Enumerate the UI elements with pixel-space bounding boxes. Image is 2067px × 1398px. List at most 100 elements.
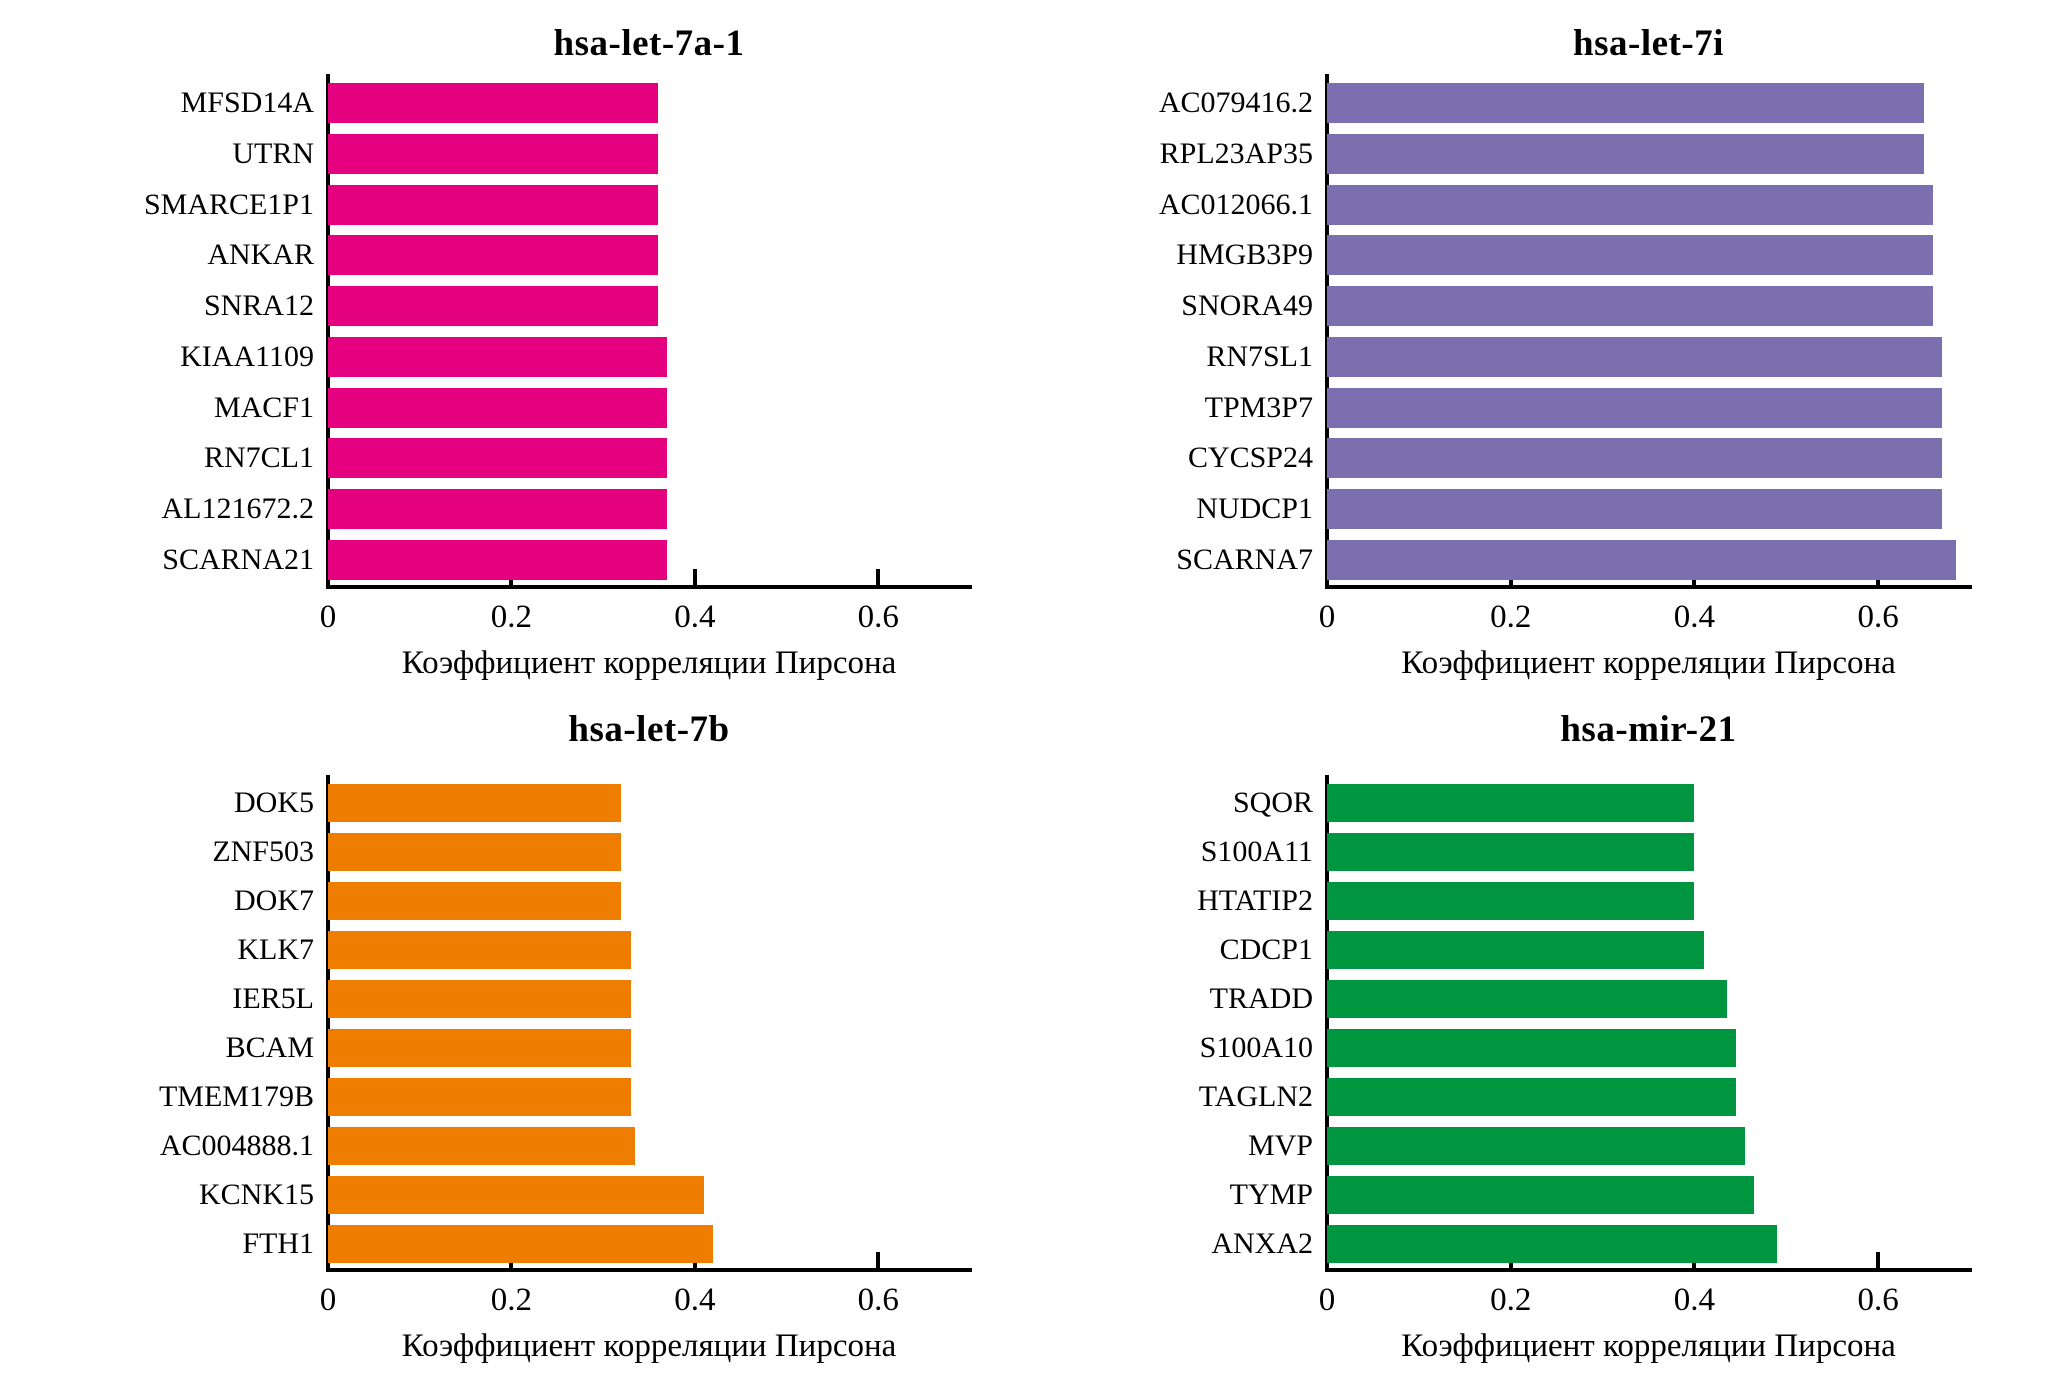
bar	[328, 489, 667, 529]
x-axis-label: Коэффициент корреляции Пирсона	[1401, 1328, 1896, 1364]
bar	[328, 1176, 704, 1214]
category-label: SCARNA7	[1176, 542, 1313, 576]
x-axis-line	[326, 1268, 972, 1272]
bar	[328, 833, 621, 871]
category-label: RPL23AP35	[1159, 137, 1313, 171]
category-label: BCAM	[225, 1030, 314, 1064]
category-label: SNRA12	[203, 289, 314, 323]
x-tick-label: 0.6	[857, 599, 899, 635]
x-axis-line	[1325, 585, 1972, 589]
bar	[1327, 980, 1727, 1018]
x-axis-label: Коэффициент корреляции Пирсона	[401, 1328, 897, 1364]
x-tick-label: 0	[1318, 599, 1336, 635]
category-label: KLK7	[237, 933, 314, 967]
category-label: S100A11	[1200, 835, 1313, 869]
category-label: AC079416.2	[1158, 86, 1313, 120]
x-tick-label: 0	[319, 1282, 337, 1318]
category-label: SQOR	[1232, 786, 1313, 820]
bar	[1327, 833, 1694, 871]
bar	[1327, 540, 1956, 580]
category-label: MFSD14A	[180, 86, 314, 120]
category-label: DOK7	[234, 884, 314, 918]
bar	[1327, 286, 1933, 326]
bar	[1327, 931, 1704, 969]
x-tick-label: 0.6	[1857, 1282, 1899, 1318]
bar	[1327, 83, 1924, 123]
x-tick-label: 0.4	[674, 1282, 716, 1318]
category-label: RN7SL1	[1206, 339, 1313, 373]
x-tick-label: 0.4	[674, 599, 716, 635]
x-tick-label: 0	[319, 599, 337, 635]
x-tick-mark	[876, 1252, 881, 1272]
y-axis-line	[1325, 74, 1329, 589]
category-label: KCNK15	[198, 1177, 314, 1211]
category-label: KIAA1109	[180, 339, 314, 373]
category-label: SMARCE1P1	[143, 187, 314, 221]
bar	[1327, 1225, 1777, 1263]
category-label: TPM3P7	[1204, 390, 1313, 424]
bar	[1327, 489, 1942, 529]
category-label: ZNF503	[212, 835, 314, 869]
category-label: TAGLN2	[1198, 1079, 1313, 1113]
bar	[328, 1127, 635, 1165]
bar	[1327, 882, 1694, 920]
x-tick-label: 0.6	[1857, 599, 1899, 635]
category-label: AL121672.2	[161, 491, 315, 525]
bar	[1327, 784, 1694, 822]
category-label: SNORA49	[1181, 289, 1313, 323]
bar	[328, 337, 667, 377]
category-label: NUDCP1	[1196, 491, 1313, 525]
x-axis-label: Коэффициент корреляции Пирсона	[1401, 645, 1896, 681]
category-label: TRADD	[1209, 982, 1313, 1016]
bar	[1327, 235, 1933, 275]
x-axis-line	[1325, 1268, 1972, 1272]
bar	[328, 134, 658, 174]
bar	[328, 83, 658, 123]
x-tick-label: 0.2	[490, 599, 533, 635]
x-tick-mark	[876, 569, 881, 589]
category-label: TMEM179B	[158, 1079, 314, 1113]
bar	[1327, 185, 1933, 225]
y-axis-line	[1325, 775, 1329, 1272]
category-label: FTH1	[242, 1226, 314, 1260]
bar	[328, 388, 667, 428]
bar	[1327, 438, 1942, 478]
category-label: UTRN	[232, 137, 314, 171]
category-label: SCARNA21	[162, 542, 314, 576]
bar	[1327, 337, 1942, 377]
bar	[328, 438, 667, 478]
bar	[1327, 1078, 1736, 1116]
category-label: MACF1	[213, 390, 314, 424]
x-axis-label: Коэффициент корреляции Пирсона	[401, 645, 897, 681]
x-tick-mark	[1876, 1252, 1881, 1272]
x-tick-label: 0.2	[490, 1282, 533, 1318]
bar	[328, 286, 658, 326]
category-label: TYMP	[1229, 1177, 1313, 1211]
category-label: RN7CL1	[203, 441, 314, 475]
category-label: AC012066.1	[1158, 187, 1313, 221]
x-tick-label: 0.4	[1673, 1282, 1716, 1318]
category-label: S100A10	[1199, 1030, 1313, 1064]
bar	[1327, 1029, 1736, 1067]
x-tick-label: 0.2	[1490, 1282, 1532, 1318]
chart-title: hsa-let-7b	[568, 709, 730, 750]
bar	[1327, 134, 1924, 174]
bar	[1327, 388, 1942, 428]
category-label: IER5L	[232, 982, 314, 1016]
bar	[328, 1029, 631, 1067]
category-label: ANXA2	[1211, 1226, 1313, 1260]
x-tick-label: 0.4	[1673, 599, 1716, 635]
x-axis-line	[326, 585, 972, 589]
bar	[328, 1078, 631, 1116]
bar	[328, 980, 631, 1018]
bar	[1327, 1176, 1754, 1214]
category-label: HTATIP2	[1197, 884, 1313, 918]
chart-title: hsa-let-7a-1	[553, 23, 745, 64]
bar	[328, 1225, 713, 1263]
bar	[1327, 1127, 1745, 1165]
